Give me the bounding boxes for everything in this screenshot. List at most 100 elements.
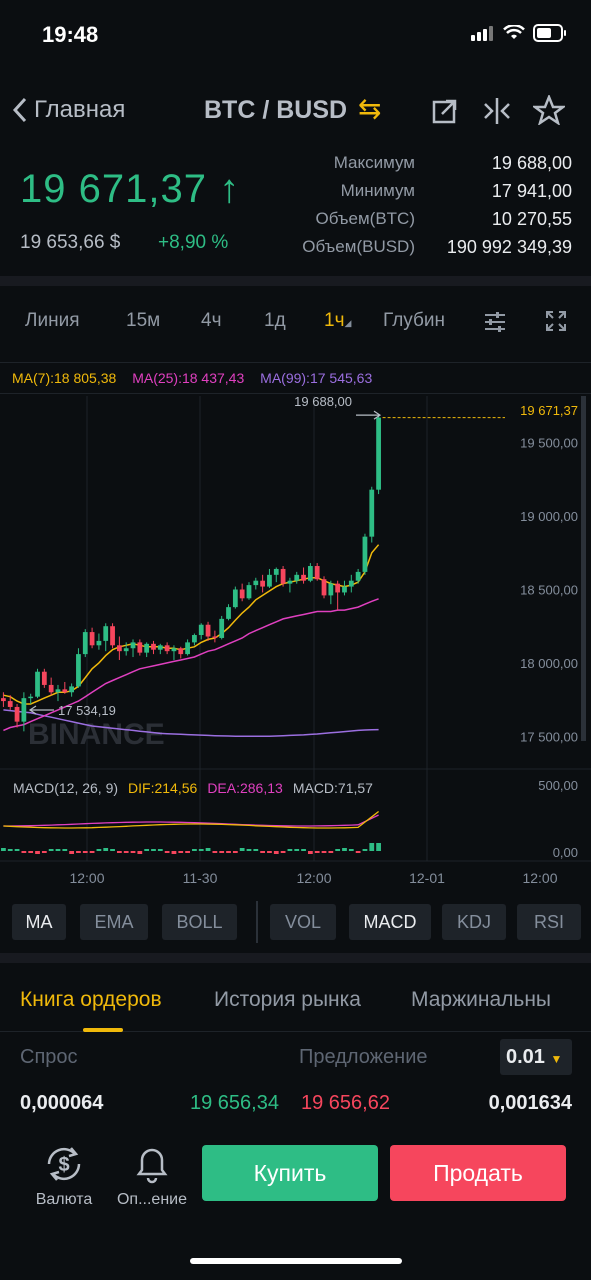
- bid-qty: 0,000064: [20, 1092, 104, 1114]
- ma7-label: MA(7):18 805,38: [12, 370, 117, 386]
- swap-icon[interactable]: ⇆: [358, 93, 382, 124]
- currency-button[interactable]: $ Валюта: [32, 1144, 96, 1209]
- change-percent: +8,90 %: [158, 232, 229, 253]
- candle: [246, 585, 252, 599]
- tab-orderbook[interactable]: Книга ордеров: [20, 988, 162, 1011]
- candle: [205, 624, 211, 637]
- scrollbar[interactable]: [581, 396, 586, 741]
- candle: [7, 701, 13, 707]
- candle: [41, 671, 47, 685]
- y-tick: 18 000,00: [520, 656, 578, 671]
- star-icon[interactable]: [533, 95, 565, 125]
- candle: [171, 648, 177, 652]
- macd-bar: [171, 851, 177, 854]
- candle: [301, 574, 306, 581]
- buy-button[interactable]: Купить: [202, 1145, 378, 1201]
- candle: [76, 654, 81, 687]
- stat-label: Объем(BUSD): [302, 237, 415, 256]
- candle: [82, 632, 88, 655]
- candle: [376, 417, 381, 490]
- macd-bar: [48, 849, 54, 851]
- macd-bar: [314, 851, 320, 853]
- tf-1h[interactable]: 1ч◢: [324, 310, 352, 331]
- candle: [130, 642, 136, 649]
- home-indicator: [190, 1258, 402, 1264]
- ind-macd[interactable]: MACD: [349, 904, 431, 940]
- compare-icon[interactable]: [482, 96, 512, 126]
- last-price-marker: 19 671,37: [520, 403, 578, 418]
- orderbook-row[interactable]: 0,000064 19 656,34 19 656,62 0,001634: [0, 1088, 591, 1118]
- last-price: 19 671,37 ↑: [20, 167, 241, 211]
- stat-value: 190 992 349,39: [446, 237, 572, 257]
- candle: [164, 645, 170, 652]
- tf-depth[interactable]: Глубин: [383, 310, 446, 331]
- ma99-line: [3, 709, 379, 738]
- tf-4h[interactable]: 4ч: [201, 310, 222, 331]
- high-marker: 19 688,00: [294, 394, 352, 409]
- pair-title[interactable]: BTC / BUSD: [204, 96, 348, 124]
- macd-bar: [287, 849, 293, 851]
- candle: [362, 536, 368, 572]
- low-marker: 17 534,19: [58, 703, 116, 718]
- caret-down-icon: ▼: [550, 1052, 563, 1066]
- tf-15m[interactable]: 15м: [126, 310, 161, 331]
- wifi-icon: [503, 25, 525, 39]
- sell-button[interactable]: Продать: [390, 1145, 566, 1201]
- tab-margin[interactable]: Маржинальны: [411, 988, 552, 1011]
- macd-value: MACD:71,57: [293, 780, 373, 796]
- macd-bar: [328, 851, 334, 853]
- indicator-bar: MA EMA BOLL VOL MACD KDJ RSI: [0, 901, 591, 945]
- ind-kdj[interactable]: KDJ: [442, 904, 506, 940]
- precision-select[interactable]: 0.01 ▼: [500, 1039, 572, 1075]
- macd-bar: [89, 851, 95, 853]
- status-time: 19:48: [42, 22, 99, 47]
- macd-bar: [205, 848, 211, 851]
- macd-bar: [185, 851, 190, 853]
- candle: [14, 706, 20, 722]
- currency-label: Валюта: [35, 1191, 93, 1208]
- macd-bar: [164, 851, 170, 853]
- ma7-line: [3, 544, 380, 705]
- ind-ma[interactable]: MA: [12, 904, 66, 940]
- candle: [151, 643, 156, 650]
- candle: [321, 579, 327, 596]
- chart-area[interactable]: MA(7):18 805,38 MA(25):18 437,43 MA(99):…: [0, 356, 591, 891]
- macd-params: MACD(12, 26, 9): [13, 780, 118, 796]
- candle: [69, 686, 75, 693]
- macd-bar: [178, 851, 184, 853]
- tf-line[interactable]: Линия: [25, 310, 80, 331]
- fullscreen-icon[interactable]: [545, 310, 567, 332]
- macd-bar: [110, 849, 115, 851]
- orderbook-tabs: Книга ордеров История рынка Маржинальны: [0, 972, 591, 1032]
- candle: [123, 648, 129, 652]
- divider: [0, 276, 591, 286]
- candle: [157, 645, 163, 650]
- settings-sliders-icon[interactable]: [483, 310, 507, 334]
- alerts-button[interactable]: Оп...ение: [110, 1144, 194, 1209]
- back-button[interactable]: Главная: [12, 96, 125, 124]
- share-icon[interactable]: [432, 98, 458, 124]
- ind-vol[interactable]: VOL: [270, 904, 336, 940]
- divider: [256, 901, 258, 943]
- candle: [348, 580, 354, 587]
- tab-market-history[interactable]: История рынка: [214, 988, 361, 1011]
- tab-underline: [83, 1028, 123, 1032]
- x-tick: 11-30: [183, 870, 218, 886]
- tf-1d[interactable]: 1д: [264, 310, 286, 331]
- candle: [355, 571, 361, 581]
- macd-dea: DEA:286,13: [207, 780, 283, 796]
- dif-line: [3, 810, 379, 829]
- ind-ema[interactable]: EMA: [80, 904, 148, 940]
- macd-bar: [116, 851, 122, 853]
- candlestick-chart[interactable]: BINANCE 19 500,00 19 000,00 18 500,00 18 00…: [0, 356, 591, 891]
- stat-label: Объем(BTC): [315, 209, 416, 228]
- candle: [198, 624, 204, 636]
- ind-rsi[interactable]: RSI: [517, 904, 581, 940]
- watermark: BINANCE: [28, 718, 165, 751]
- ind-boll[interactable]: BOLL: [162, 904, 237, 940]
- candle: [307, 566, 313, 581]
- candle: [219, 618, 225, 638]
- dropdown-corner-icon: ◢: [344, 318, 352, 328]
- macd-bar: [294, 849, 300, 851]
- macd-bar: [376, 843, 381, 851]
